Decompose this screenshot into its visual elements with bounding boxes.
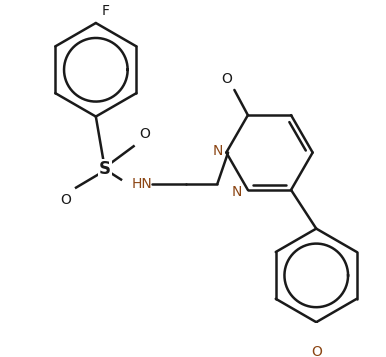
Text: N: N xyxy=(232,185,242,199)
Text: O: O xyxy=(139,127,150,141)
Text: O: O xyxy=(311,345,322,357)
Text: HN: HN xyxy=(132,177,152,191)
Text: F: F xyxy=(101,4,109,17)
Text: N: N xyxy=(212,144,223,158)
Text: S: S xyxy=(99,160,111,178)
Text: O: O xyxy=(60,193,71,207)
Text: O: O xyxy=(221,72,232,86)
